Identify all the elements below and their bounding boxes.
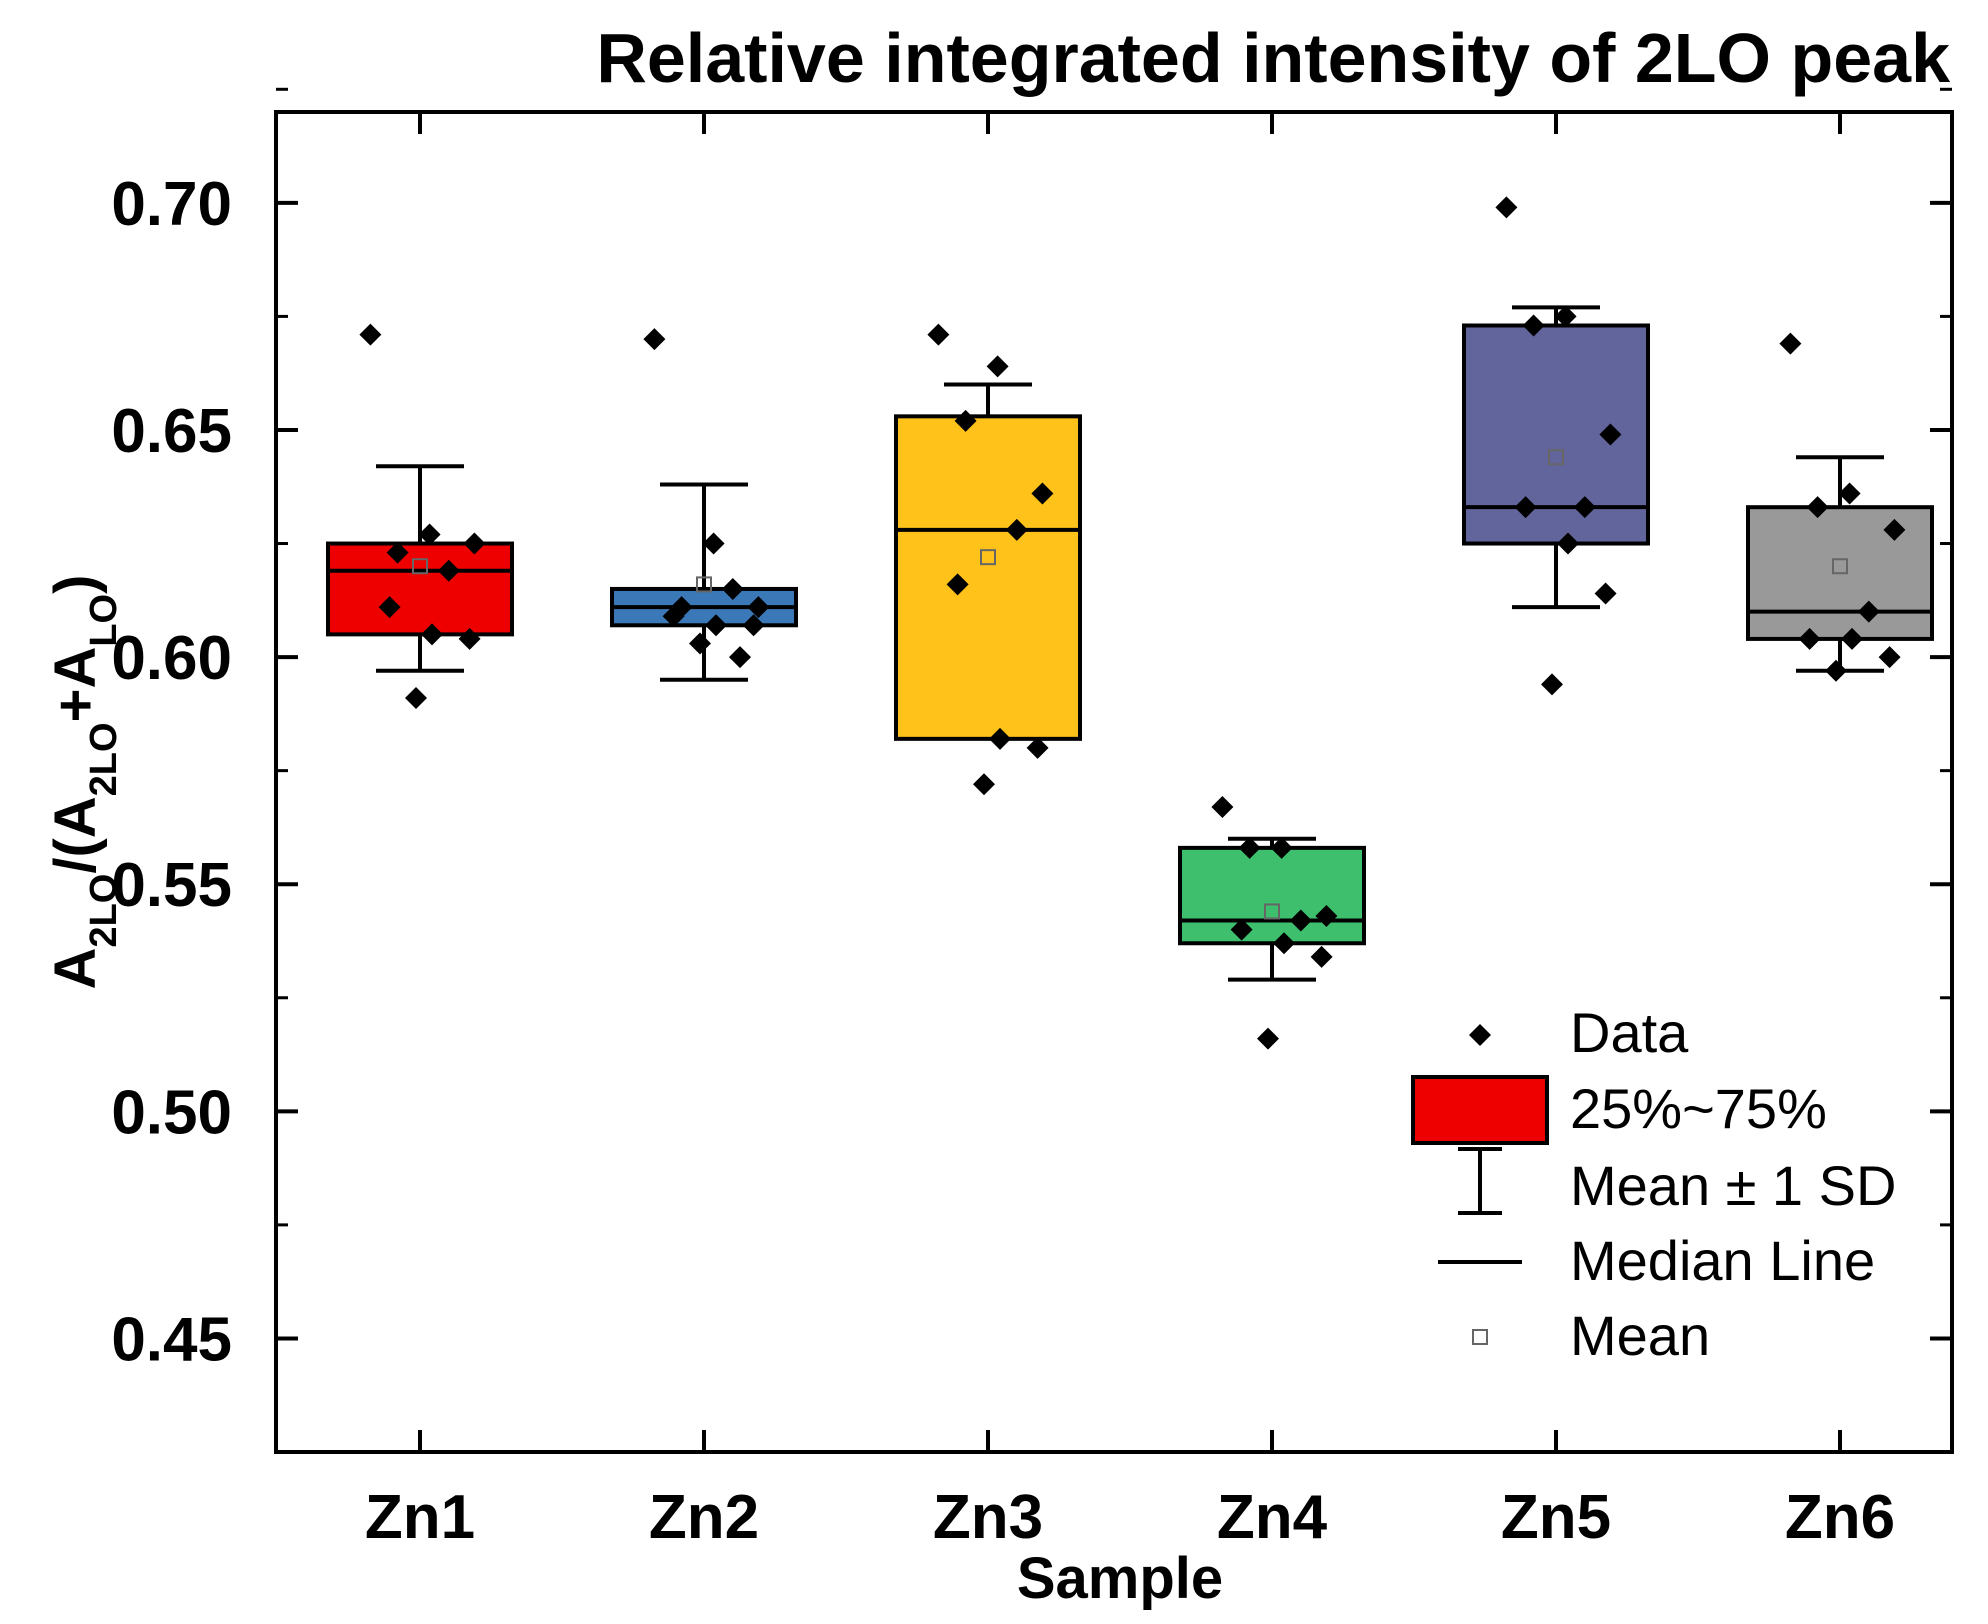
x-category-label: Zn2 <box>649 1483 759 1552</box>
iqr-box <box>1178 845 1366 946</box>
data-point <box>1857 600 1880 623</box>
data-point <box>1841 627 1863 650</box>
legend-data-symbol <box>1469 1024 1491 1046</box>
data-point <box>954 409 977 432</box>
data-point <box>1270 836 1293 859</box>
box-zn1 <box>326 323 514 709</box>
data-point <box>1522 314 1545 337</box>
data-point <box>643 328 666 351</box>
legend-label: Mean ± 1 SD <box>1570 1154 1896 1217</box>
data-point <box>1878 646 1901 669</box>
data-point <box>1541 673 1563 696</box>
data-point <box>747 596 770 619</box>
data-point <box>386 541 409 564</box>
y-tick-label: 0.50 <box>111 1078 232 1147</box>
legend-label: Mean <box>1570 1304 1710 1367</box>
y-tick-label: 0.55 <box>111 851 232 920</box>
x-axis: Zn1 Zn2 Zn3 Zn4 Zn5 Zn6 <box>365 112 1895 1552</box>
data-point <box>1310 945 1333 968</box>
data-point <box>359 323 382 346</box>
data-point <box>1514 496 1537 519</box>
data-point <box>1257 1027 1279 1050</box>
y-axis-title: A2LO/(A2LO+ALO) <box>43 575 125 990</box>
data-point <box>986 355 1009 378</box>
data-point <box>662 605 685 628</box>
data-point <box>1594 582 1617 605</box>
legend-label: Median Line <box>1570 1229 1875 1292</box>
legend-iqr-swatch <box>1411 1075 1549 1145</box>
y-tick-label: 0.70 <box>111 170 232 239</box>
data-point <box>1315 905 1338 927</box>
data-point <box>1273 932 1295 955</box>
data-point <box>437 559 460 582</box>
legend-label: 25%~75% <box>1570 1077 1827 1140</box>
legend-label: Data <box>1570 1001 1689 1064</box>
data-point <box>1230 918 1253 941</box>
data-point <box>927 323 950 346</box>
box-zn2 <box>610 328 798 682</box>
data-point <box>1026 736 1049 759</box>
x-category-label: Zn1 <box>365 1483 475 1552</box>
data-point <box>1806 496 1829 519</box>
legend: Data 25%~75% Mean ± 1 SD Median Line Mean <box>1411 1001 1896 1367</box>
data-point <box>1211 795 1234 818</box>
data-point <box>742 614 765 637</box>
data-point <box>946 573 969 596</box>
data-point <box>418 523 441 546</box>
data-point <box>705 614 727 637</box>
iqr-box <box>326 541 514 637</box>
box-zn5 <box>1462 196 1650 696</box>
data-point <box>1238 836 1261 859</box>
box-zn6 <box>1746 332 1934 682</box>
data-point <box>421 623 443 646</box>
data-point <box>721 577 744 600</box>
mean-marker <box>412 558 428 575</box>
data-point <box>729 646 751 669</box>
y-tick-label: 0.45 <box>111 1305 232 1374</box>
box-series <box>326 196 1934 1050</box>
mean-marker <box>1832 558 1848 575</box>
data-point <box>1005 518 1028 541</box>
data-point <box>973 773 995 796</box>
box-zn4 <box>1178 795 1366 1050</box>
plot-area-frame <box>274 110 1954 1454</box>
x-category-label: Zn4 <box>1217 1483 1328 1552</box>
y-tick-label: 0.60 <box>111 624 232 693</box>
box-zn3 <box>894 323 1082 796</box>
data-point <box>689 632 711 655</box>
data-point <box>1495 196 1518 219</box>
data-point <box>1838 482 1861 505</box>
data-point <box>1289 909 1312 932</box>
data-point <box>1031 482 1054 505</box>
iqr-box <box>894 414 1082 741</box>
mean-marker <box>1548 449 1564 466</box>
x-axis-title: Sample <box>1017 1546 1223 1611</box>
data-point <box>1779 332 1802 355</box>
data-point <box>1573 496 1596 519</box>
legend-mean-symbol <box>1472 1329 1488 1345</box>
data-point <box>1825 659 1847 682</box>
data-point <box>458 627 481 650</box>
x-category-label: Zn6 <box>1785 1483 1895 1552</box>
data-point <box>1798 627 1821 650</box>
y-axis: 0.45 0.50 0.55 0.60 0.65 0.70 <box>111 87 1952 1454</box>
data-point <box>1599 423 1622 446</box>
data-point <box>702 532 725 555</box>
x-category-label: Zn5 <box>1501 1483 1611 1552</box>
data-point <box>378 596 401 619</box>
mean-marker <box>1264 903 1280 920</box>
data-point <box>989 727 1011 750</box>
x-category-label: Zn3 <box>933 1483 1043 1552</box>
data-point <box>1554 305 1577 328</box>
data-point <box>1557 532 1579 555</box>
data-point <box>1883 518 1906 541</box>
mean-marker <box>696 576 712 593</box>
data-point <box>405 686 427 709</box>
data-point <box>463 532 486 555</box>
mean-marker <box>980 549 996 566</box>
chart-title: Relative integrated intensity of 2LO pea… <box>596 19 1950 97</box>
y-tick-label: 0.65 <box>111 397 232 466</box>
